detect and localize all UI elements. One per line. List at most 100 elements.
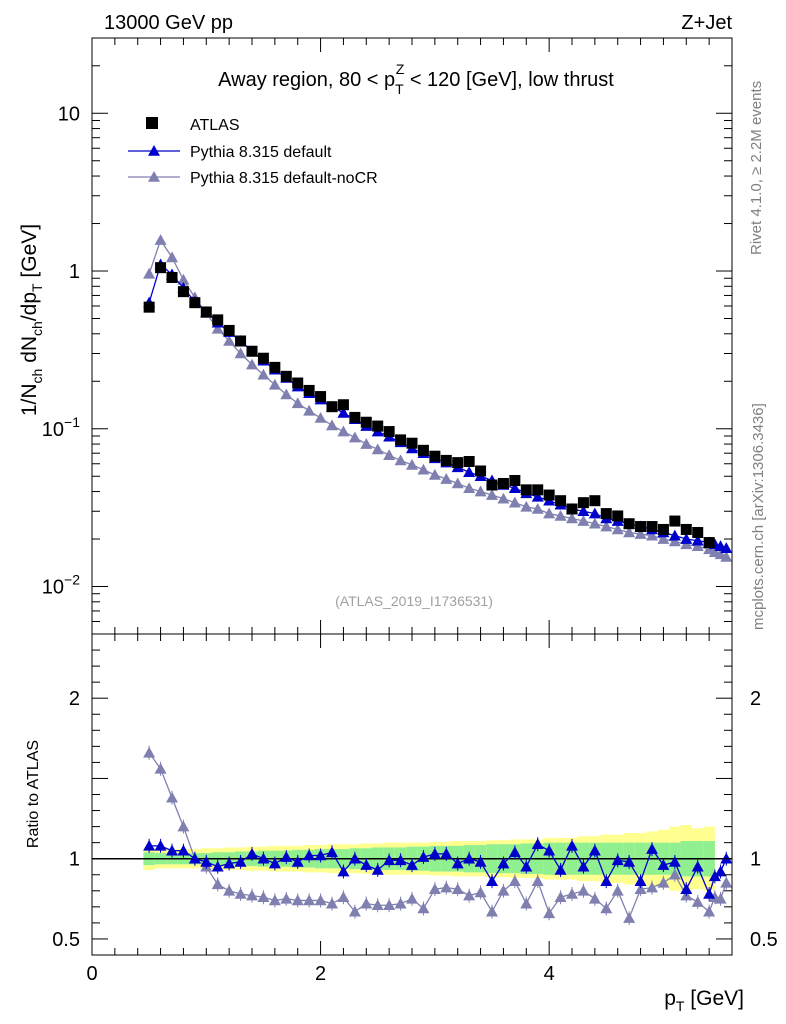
atlas-point bbox=[543, 489, 555, 501]
ratio-point-default bbox=[154, 839, 167, 851]
main-point-nocr bbox=[611, 523, 624, 535]
y-tick-label: 10 bbox=[58, 103, 80, 125]
legend-label-atlas: ATLAS bbox=[190, 117, 240, 134]
ratio-point-nocr bbox=[720, 876, 733, 888]
atlas-point bbox=[257, 352, 269, 364]
main-point-nocr bbox=[543, 507, 556, 519]
ratio-point-default bbox=[657, 859, 670, 870]
x-axis-label: pT [GeV] bbox=[664, 987, 744, 1014]
main-point-default bbox=[588, 507, 601, 519]
main-point-nocr bbox=[463, 482, 476, 493]
atlas-point bbox=[486, 479, 498, 491]
ratio-point-nocr bbox=[486, 905, 498, 917]
main-point-nocr bbox=[291, 397, 304, 409]
atlas-point bbox=[143, 301, 155, 313]
ratio-point-default bbox=[303, 849, 316, 861]
main-point-nocr bbox=[166, 251, 178, 263]
ratio-point-default bbox=[314, 849, 327, 861]
ratio-point-default bbox=[337, 865, 350, 877]
ratio-tick-label: 0.5 bbox=[52, 929, 80, 951]
ratio-point-default bbox=[360, 859, 373, 870]
atlas-point bbox=[360, 416, 372, 428]
main-point-nocr bbox=[143, 267, 156, 279]
y-axis-label: 1/Nch dNch/dpT [GeV] bbox=[18, 224, 45, 416]
main-point-nocr bbox=[406, 458, 418, 470]
ratio-point-default bbox=[451, 857, 464, 869]
main-point-default bbox=[577, 505, 590, 517]
ratio-point-nocr bbox=[634, 883, 647, 894]
ratio-point-nocr bbox=[703, 905, 716, 917]
main-point-nocr bbox=[691, 540, 704, 552]
legend-marker-nocr bbox=[148, 171, 160, 182]
atlas-point bbox=[692, 526, 704, 538]
ratio-point-default bbox=[634, 875, 647, 886]
ratio-point-default bbox=[223, 857, 236, 869]
legend-marker-default bbox=[148, 145, 160, 156]
ratio-point-default bbox=[211, 860, 224, 872]
main-point-nocr bbox=[474, 485, 487, 497]
main-point-nocr bbox=[508, 496, 521, 508]
main-point-default bbox=[508, 482, 521, 493]
header-right: Z+Jet bbox=[681, 12, 732, 34]
main-point-nocr bbox=[154, 234, 167, 245]
atlas-point bbox=[635, 521, 647, 533]
main-point-nocr bbox=[303, 404, 316, 416]
ratio-point-default bbox=[646, 843, 658, 854]
ratio-point-nocr bbox=[291, 894, 304, 906]
atlas-point bbox=[166, 271, 178, 283]
main-point-default bbox=[531, 490, 544, 502]
ratio-point-nocr bbox=[337, 891, 350, 903]
main-point-nocr bbox=[600, 520, 613, 532]
main-point-nocr bbox=[520, 500, 533, 512]
main-point-nocr bbox=[646, 529, 658, 541]
main-point-nocr bbox=[588, 517, 601, 529]
ratio-point-default bbox=[234, 855, 247, 867]
atlas-point bbox=[383, 426, 395, 438]
ratio-point-nocr bbox=[440, 881, 453, 893]
atlas-point bbox=[509, 474, 521, 486]
atlas-point bbox=[303, 384, 315, 396]
ratio-point-default bbox=[531, 838, 544, 850]
atlas-point bbox=[200, 306, 212, 318]
atlas-point bbox=[235, 335, 247, 347]
y-tick-label: 10−1 bbox=[42, 414, 80, 441]
ratio-axis-label: Ratio to ATLAS bbox=[25, 740, 42, 848]
ratio-point-nocr bbox=[554, 891, 567, 903]
main-point-default bbox=[680, 533, 693, 544]
ratio-point-nocr bbox=[223, 884, 236, 896]
atlas-point bbox=[280, 370, 292, 382]
atlas-point bbox=[669, 515, 681, 527]
atlas-point bbox=[623, 518, 635, 530]
ratio-point-default bbox=[143, 839, 156, 851]
ratio-point-nocr bbox=[417, 902, 430, 914]
ratio-point-nocr bbox=[588, 892, 601, 904]
main-point-nocr bbox=[257, 368, 270, 380]
ratio-tick-label-right: 0.5 bbox=[750, 929, 778, 951]
atlas-point bbox=[337, 399, 349, 411]
main-point-nocr bbox=[234, 347, 247, 359]
main-point-nocr bbox=[223, 335, 236, 346]
ratio-tick-label: 2 bbox=[69, 688, 80, 710]
atlas-point bbox=[440, 454, 452, 466]
main-point-nocr bbox=[394, 454, 407, 466]
ratio-point-nocr bbox=[611, 884, 624, 896]
atlas-point bbox=[589, 495, 601, 507]
ratio-point-nocr bbox=[177, 820, 190, 832]
ratio-point-nocr bbox=[246, 889, 258, 901]
ratio-point-default bbox=[703, 888, 716, 899]
atlas-point bbox=[532, 484, 544, 496]
atlas-point bbox=[349, 411, 361, 423]
ratio-point-nocr bbox=[531, 875, 544, 886]
main-point-nocr bbox=[497, 492, 510, 504]
ratio-point-default bbox=[166, 844, 178, 856]
atlas-point bbox=[452, 457, 464, 469]
atlas-point bbox=[406, 437, 418, 449]
ratio-point-nocr bbox=[577, 884, 590, 896]
atlas-point bbox=[177, 286, 189, 298]
ratio-point-default bbox=[520, 860, 533, 872]
atlas-point bbox=[680, 523, 692, 535]
main-point-default bbox=[720, 542, 733, 553]
ratio-point-nocr bbox=[646, 881, 658, 893]
atlas-point bbox=[326, 401, 338, 413]
atlas-point bbox=[429, 450, 441, 462]
